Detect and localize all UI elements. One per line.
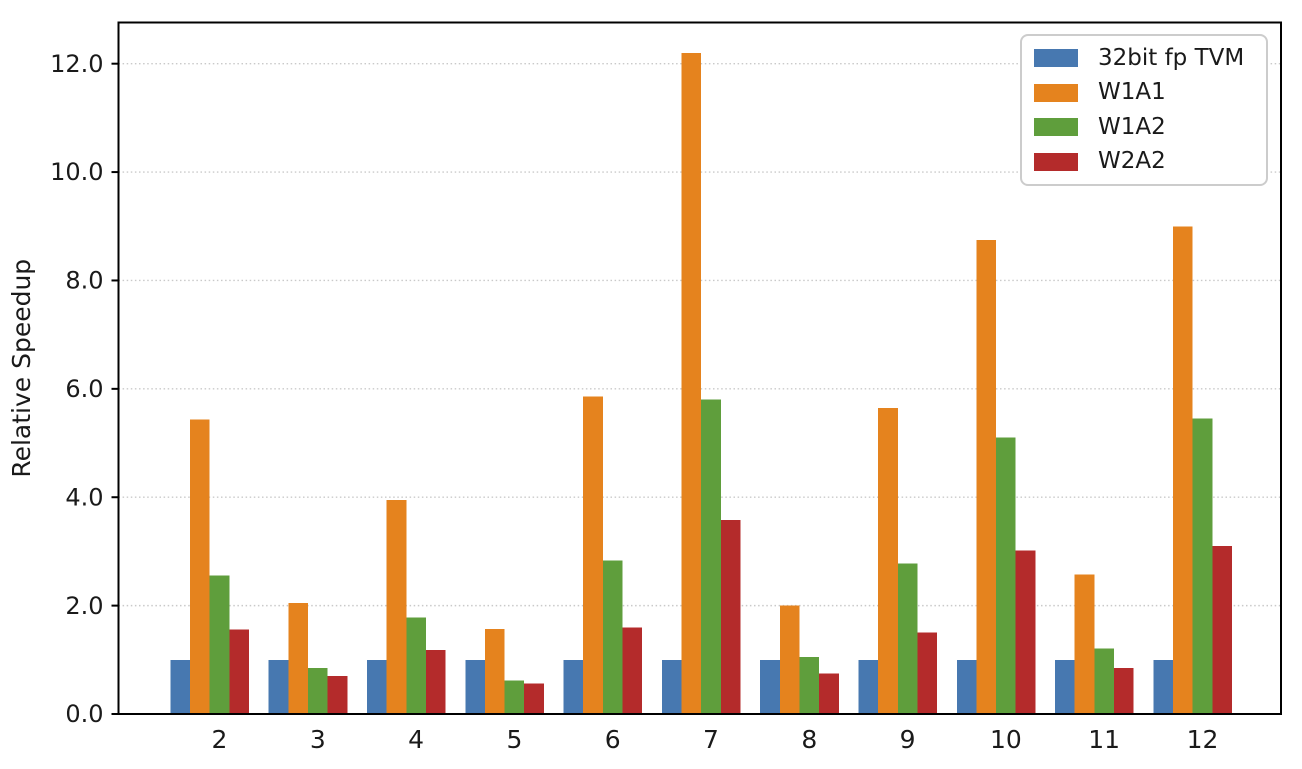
x-tick-label: 10 <box>990 725 1022 754</box>
bar-w1a1 <box>386 499 407 714</box>
bar-32bit-fp-tvm <box>170 659 191 714</box>
x-tick-label: 8 <box>801 725 817 754</box>
y-tick-label: 10.0 <box>50 158 103 186</box>
bar-32bit-fp-tvm <box>268 659 289 714</box>
bar-32bit-fp-tvm <box>465 659 485 714</box>
bar-w1a2 <box>701 399 721 714</box>
bar-w1a1 <box>1173 226 1193 714</box>
y-axis-label: Relative Speedup <box>7 259 36 478</box>
bar-w1a1 <box>484 628 505 714</box>
x-tick-label: 9 <box>900 725 916 754</box>
legend-swatch-w1a1 <box>1034 83 1078 102</box>
bar-w2a2 <box>229 629 249 714</box>
bar-32bit-fp-tvm <box>563 659 584 714</box>
bar-w1a2 <box>1094 648 1115 714</box>
bar-w1a1 <box>288 602 308 714</box>
x-tick-label: 11 <box>1088 725 1120 754</box>
bar-w2a2 <box>622 627 643 714</box>
bar-w2a2 <box>917 632 938 714</box>
legend-swatch-32bit-fp-tvm <box>1034 49 1078 68</box>
legend-label: W2A2 <box>1098 148 1166 175</box>
bar-32bit-fp-tvm <box>661 659 682 714</box>
bar-w1a2 <box>1192 418 1213 714</box>
bar-w2a2 <box>524 683 544 714</box>
bar-32bit-fp-tvm <box>858 659 879 714</box>
bar-w1a2 <box>307 667 328 714</box>
x-tick-label: 2 <box>212 725 228 754</box>
bar-w1a1 <box>976 239 997 714</box>
x-tick-label: 6 <box>605 725 621 754</box>
bar-32bit-fp-tvm <box>956 659 977 714</box>
legend: 32bit fp TVM W1A1 W1A2 W2A2 <box>1020 34 1268 186</box>
bar-32bit-fp-tvm <box>760 659 780 714</box>
bar-w2a2 <box>1114 667 1134 714</box>
bar-w1a1 <box>779 605 800 714</box>
y-tick-label: 6.0 <box>65 375 103 403</box>
bar-w2a2 <box>425 650 446 714</box>
bar-32bit-fp-tvm <box>366 659 387 714</box>
y-tick-label: 12.0 <box>50 50 103 78</box>
bar-32bit-fp-tvm <box>1153 659 1174 714</box>
x-tick-label: 12 <box>1187 725 1219 754</box>
legend-label: 32bit fp TVM <box>1098 44 1245 71</box>
bar-w1a2 <box>209 575 230 714</box>
x-tick-label: 4 <box>408 725 424 754</box>
legend-item-w1a1: W1A1 <box>1034 81 1266 104</box>
legend-swatch-w1a2 <box>1034 118 1078 137</box>
bar-32bit-fp-tvm <box>1055 659 1075 714</box>
bar-w1a2 <box>799 657 820 714</box>
bar-w1a2 <box>897 563 918 714</box>
y-tick-label: 8.0 <box>65 267 103 295</box>
legend-item-32bit-fp-tvm: 32bit fp TVM <box>1034 44 1266 71</box>
bar-w2a2 <box>1212 546 1232 714</box>
legend-item-w2a2: W2A2 <box>1034 150 1266 173</box>
bar-w1a1 <box>583 396 603 714</box>
bar-w2a2 <box>327 676 348 714</box>
bar-w1a2 <box>504 680 525 714</box>
legend-label: W1A2 <box>1098 113 1166 140</box>
x-tick-label: 7 <box>703 725 719 754</box>
bar-w1a1 <box>681 52 702 715</box>
bar-w1a1 <box>878 407 898 714</box>
x-tick-label: 3 <box>310 725 326 754</box>
y-tick-label: 4.0 <box>65 483 103 511</box>
bar-w1a2 <box>996 437 1016 714</box>
legend-swatch-w2a2 <box>1034 152 1078 171</box>
bar-w1a2 <box>602 560 623 714</box>
bar-w1a1 <box>1074 574 1095 714</box>
legend-label: W1A1 <box>1098 79 1166 106</box>
bar-w2a2 <box>720 519 741 714</box>
bar-w1a2 <box>406 617 426 714</box>
bar-w2a2 <box>819 673 839 714</box>
bar-w1a1 <box>190 419 210 714</box>
legend-item-w1a2: W1A2 <box>1034 113 1266 140</box>
bar-w2a2 <box>1015 550 1036 714</box>
y-tick-label: 0.0 <box>65 700 103 728</box>
x-tick-label: 5 <box>506 725 522 754</box>
plot-frame <box>117 21 1282 715</box>
y-tick-label: 2.0 <box>65 592 103 620</box>
